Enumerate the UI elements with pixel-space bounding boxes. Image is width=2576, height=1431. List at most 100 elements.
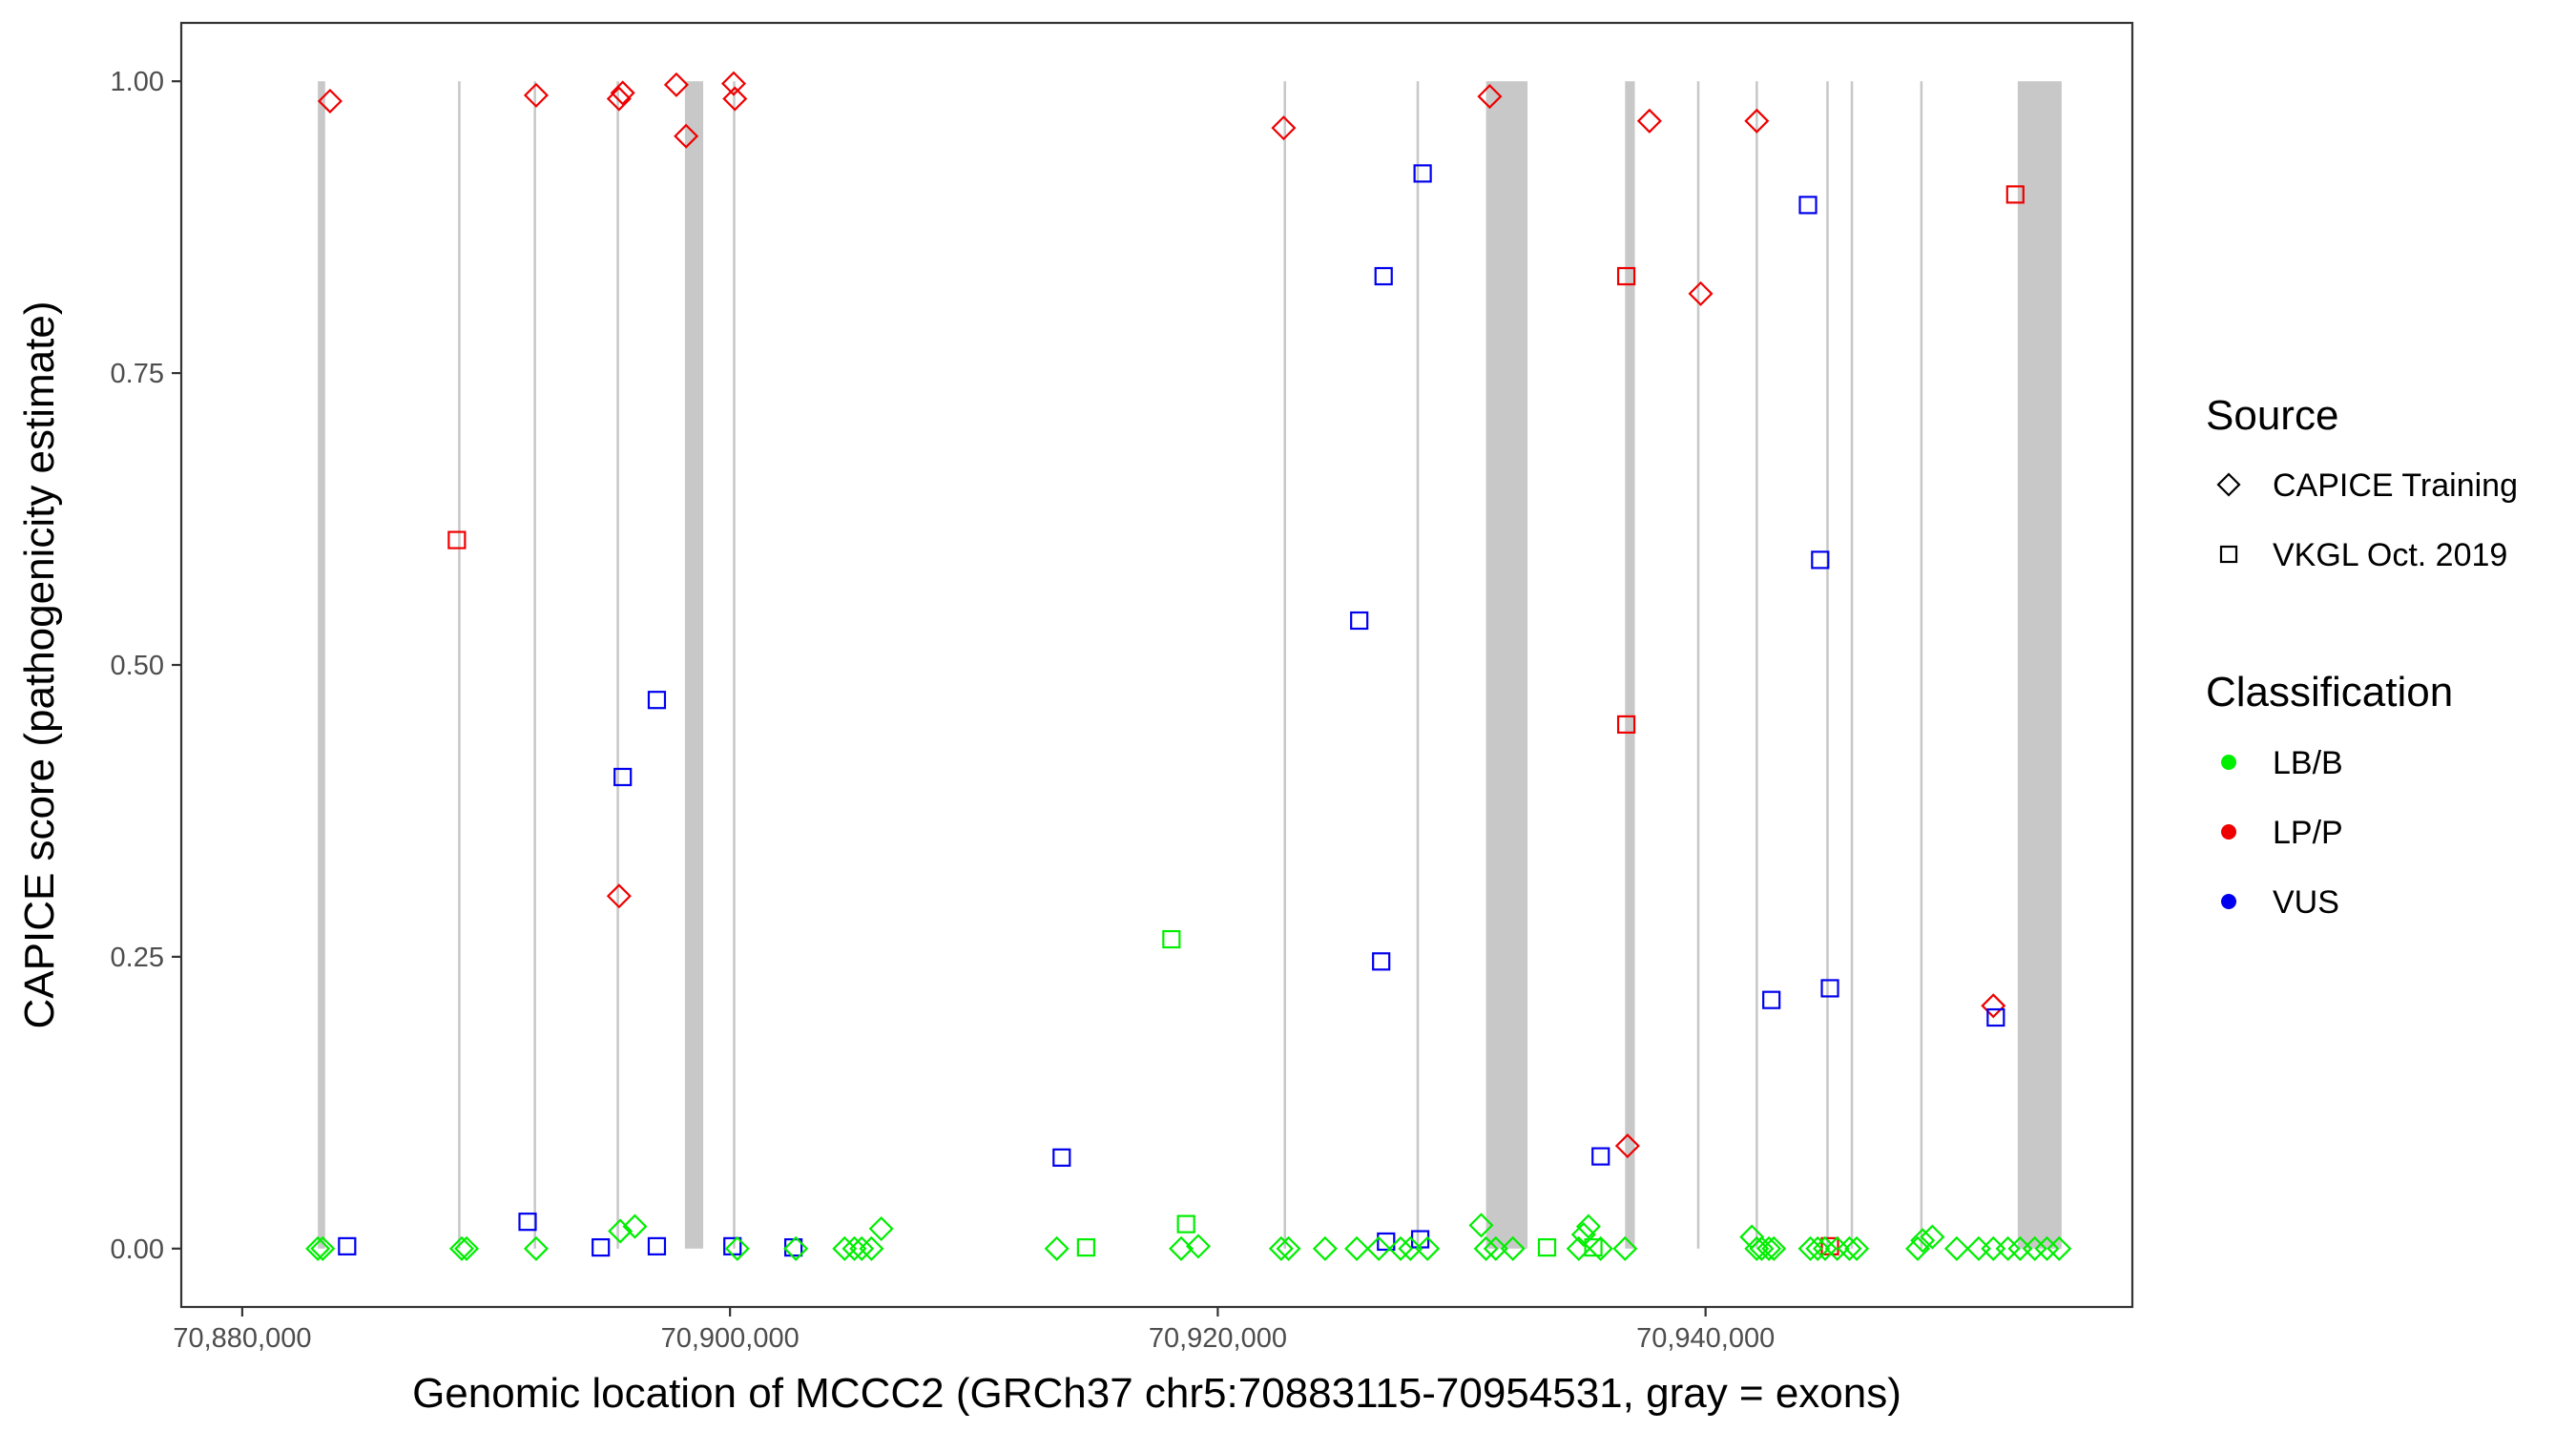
diamond-point-lbb-43 bbox=[1824, 1235, 1850, 1261]
legend-source-title: Source bbox=[2206, 392, 2338, 439]
square-point-lbb-1 bbox=[1162, 929, 1181, 949]
diamond-point-lbb-7 bbox=[622, 1213, 648, 1239]
diamond-point-lbb-19 bbox=[1276, 1235, 1301, 1261]
diamond-point-lbb-23 bbox=[1388, 1235, 1414, 1261]
diamond-point-lbb-55 bbox=[2034, 1235, 2060, 1261]
diamond-point-lbb-31 bbox=[1570, 1222, 1596, 1248]
diamond-point-lbb-18 bbox=[1268, 1235, 1294, 1261]
diamond-point-lpp-4 bbox=[610, 80, 635, 106]
diamond-point-lpp-2 bbox=[523, 82, 549, 108]
legend-dot-vus bbox=[2221, 894, 2236, 909]
exon-band-2 bbox=[458, 81, 461, 1249]
square-point-vus-5 bbox=[647, 691, 667, 710]
square-point-vus-10 bbox=[1350, 611, 1369, 631]
diamond-point-lbb-5 bbox=[523, 1235, 549, 1261]
diamond-point-lbb-13 bbox=[859, 1235, 884, 1261]
square-point-lbb-3 bbox=[1076, 1237, 1095, 1257]
legend-dot-lbb bbox=[2221, 755, 2236, 770]
diamond-point-lbb-32 bbox=[1575, 1213, 1601, 1239]
diamond-point-lpp-12 bbox=[1636, 108, 1662, 134]
diamond-point-lpp-10 bbox=[1271, 115, 1297, 141]
y-axis: 0.00 0.25 0.50 0.75 1.00 bbox=[111, 67, 181, 1265]
diamond-point-lbb-26 bbox=[1468, 1213, 1494, 1238]
y-axis-title: CAPICE score (pathogenicity estimate) bbox=[16, 301, 63, 1029]
exon-bands bbox=[318, 81, 2062, 1249]
x-tick-label-3: 70,920,000 bbox=[1149, 1323, 1287, 1354]
square-point-vus-1 bbox=[338, 1236, 357, 1255]
diamond-point-lbb-1 bbox=[305, 1235, 331, 1261]
exon-band-16 bbox=[2017, 81, 2062, 1249]
square-point-vus-14 bbox=[1413, 164, 1432, 183]
square-point-vus-12 bbox=[1372, 952, 1391, 971]
diamond-point-lbb-27 bbox=[1473, 1235, 1499, 1261]
square-point-vus-16 bbox=[1591, 1147, 1610, 1166]
x-axis: 70,880,000 70,900,000 70,920,000 70,940,000 bbox=[173, 1307, 1775, 1354]
diamond-point-lbb-3 bbox=[448, 1235, 474, 1261]
diamond-point-lbb-2 bbox=[310, 1235, 336, 1261]
y-tick-label-4: 0.75 bbox=[111, 359, 164, 389]
square-point-lbb-2 bbox=[1176, 1214, 1195, 1234]
diamond-point-lbb-4 bbox=[454, 1235, 480, 1261]
diamond-point-lbb-24 bbox=[1398, 1235, 1423, 1261]
diamond-point-lbb-38 bbox=[1756, 1235, 1782, 1261]
exon-band-1 bbox=[318, 81, 325, 1249]
square-point-vus-21 bbox=[1986, 1007, 2005, 1027]
diamond-point-lpp-14 bbox=[1744, 108, 1770, 134]
exon-band-6 bbox=[733, 81, 736, 1249]
diamond-point-lbb-46 bbox=[1905, 1235, 1931, 1261]
diamond-point-lpp-6 bbox=[674, 123, 699, 149]
diamond-point-lbb-49 bbox=[1943, 1235, 1969, 1261]
legend-classification-title: Classification bbox=[2206, 669, 2453, 716]
square-point-vus-6 bbox=[647, 1236, 667, 1255]
diamond-point-lbb-22 bbox=[1366, 1235, 1392, 1261]
diamond-point-lbb-52 bbox=[1995, 1235, 2021, 1261]
exon-band-12 bbox=[1755, 81, 1758, 1249]
y-tick-label-2: 0.25 bbox=[111, 943, 164, 973]
square-point-vus-9 bbox=[1052, 1148, 1071, 1167]
diamond-point-lbb-12 bbox=[849, 1235, 875, 1261]
legend: Source CAPICE Training VKGL Oct. 2019 Cla… bbox=[2206, 392, 2518, 921]
legend-diamond-icon bbox=[2216, 472, 2241, 497]
diamond-point-lpp-1 bbox=[317, 88, 343, 114]
legend-class-label-3: VUS bbox=[2273, 884, 2339, 921]
legend-source-label-2: VKGL Oct. 2019 bbox=[2273, 537, 2507, 573]
diamond-point-lbb-10 bbox=[832, 1235, 858, 1261]
square-point-lbb-4 bbox=[1537, 1237, 1557, 1257]
square-point-lpp-2 bbox=[1616, 266, 1636, 286]
diamond-point-lpp-8 bbox=[722, 86, 748, 112]
diamond-point-lpp-15 bbox=[1614, 1133, 1640, 1159]
square-point-vus-17 bbox=[1798, 196, 1818, 215]
diamond-point-lbb-29 bbox=[1500, 1235, 1526, 1261]
square-point-vus-13 bbox=[1377, 1232, 1396, 1252]
square-point-vus-19 bbox=[1762, 990, 1781, 1009]
legend-classification-items: LB/B LP/P VUS bbox=[2221, 745, 2343, 921]
legend-class-label-1: LB/B bbox=[2273, 745, 2343, 781]
legend-source-label-1: CAPICE Training bbox=[2273, 467, 2518, 504]
y-tick-label-3: 0.50 bbox=[111, 651, 164, 681]
diamond-point-lbb-34 bbox=[1612, 1235, 1638, 1261]
diamond-point-lbb-47 bbox=[1910, 1228, 1936, 1254]
square-point-vus-20 bbox=[1820, 979, 1839, 998]
square-point-vus-11 bbox=[1374, 266, 1393, 286]
diamond-point-lbb-37 bbox=[1749, 1235, 1775, 1261]
exon-band-13 bbox=[1826, 81, 1829, 1249]
diamond-point-lbb-15 bbox=[1044, 1235, 1070, 1261]
diamond-point-lbb-28 bbox=[1483, 1235, 1508, 1261]
diamond-point-lbb-11 bbox=[841, 1235, 867, 1261]
x-axis-title: Genomic location of MCCC2 (GRCh37 chr5:7… bbox=[412, 1370, 1901, 1417]
diamond-point-lpp-11 bbox=[1477, 84, 1503, 110]
diamond-point-lpp-16 bbox=[1981, 993, 2006, 1019]
diamond-point-lbb-54 bbox=[2022, 1235, 2047, 1261]
diamond-point-lbb-33 bbox=[1588, 1235, 1613, 1261]
diamond-point-lbb-8 bbox=[724, 1235, 750, 1261]
diamond-point-lbb-14 bbox=[868, 1215, 894, 1242]
x-tick-label-4: 70,940,000 bbox=[1636, 1323, 1775, 1354]
square-point-vus-2 bbox=[518, 1213, 537, 1232]
diamond-point-lbb-42 bbox=[1812, 1235, 1838, 1261]
exon-band-9 bbox=[1485, 81, 1528, 1249]
square-point-vus-18 bbox=[1811, 550, 1830, 570]
diamond-point-lpp-3 bbox=[606, 86, 632, 112]
legend-dot-lpp bbox=[2221, 824, 2236, 840]
diamond-point-lbb-56 bbox=[2046, 1235, 2072, 1261]
diamond-point-lbb-48 bbox=[1920, 1224, 1945, 1250]
